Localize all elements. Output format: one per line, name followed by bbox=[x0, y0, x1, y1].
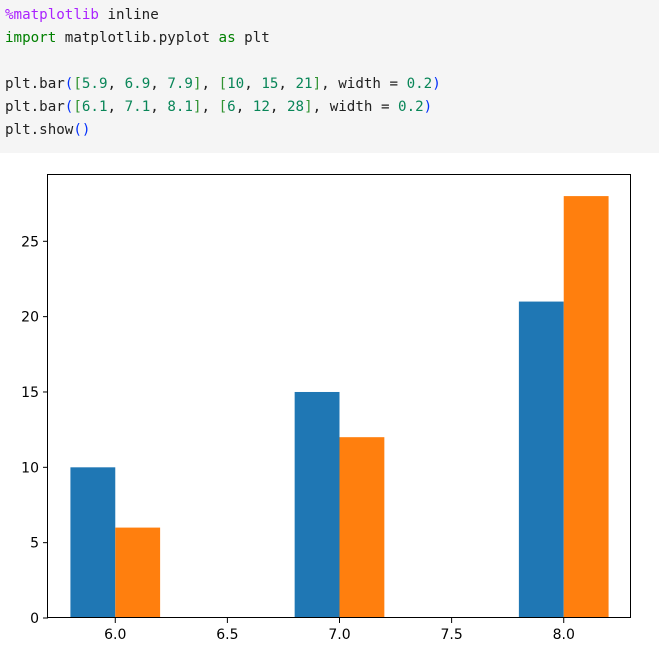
code-line: plt.bar([6.1, 7.1, 8.1], [6, 12, 28], wi… bbox=[5, 96, 441, 119]
code-token: ] bbox=[304, 99, 313, 115]
code-cell[interactable]: %matplotlib inline import matplotlib.pypl… bbox=[0, 0, 659, 153]
ticks-group: 6.0 6.5 7.0 7.5 8.0 0 5 10 15 20 25 bbox=[21, 234, 575, 643]
code-token: ( bbox=[64, 76, 74, 92]
bar-series-2-2 bbox=[563, 196, 609, 618]
y-tick-label: 25 bbox=[21, 234, 39, 250]
code-token: [ bbox=[218, 99, 228, 115]
code-token: 28 bbox=[286, 99, 305, 115]
y-tick-label: 0 bbox=[30, 611, 39, 627]
code-token: ( bbox=[64, 99, 74, 115]
code-token: ) bbox=[432, 76, 441, 92]
y-tick-label: 10 bbox=[21, 460, 39, 476]
bar-series-1-2 bbox=[518, 301, 564, 618]
code-token: ] bbox=[192, 76, 202, 92]
bar-series-2-0 bbox=[115, 527, 161, 618]
x-tick-label: 8.0 bbox=[553, 627, 575, 643]
code-token: , bbox=[269, 99, 287, 115]
code-token: 0.2 bbox=[406, 76, 433, 92]
code-line: plt.bar([5.9, 6.9, 7.9], [10, 15, 21], w… bbox=[5, 73, 441, 96]
code-token: %matplotlib bbox=[5, 7, 99, 23]
code-token: , bbox=[244, 76, 262, 92]
x-tick-label: 7.0 bbox=[328, 627, 350, 643]
code-token: 6.1 bbox=[81, 99, 108, 115]
code-token: , width = bbox=[312, 99, 399, 115]
code-token: [ bbox=[218, 76, 228, 92]
code-line bbox=[5, 50, 441, 73]
code-token: [ bbox=[73, 99, 82, 115]
x-tick-label: 7.5 bbox=[440, 627, 462, 643]
code-line: plt.show() bbox=[5, 119, 441, 142]
x-tick-label: 6.0 bbox=[104, 627, 126, 643]
code-token: as bbox=[218, 30, 236, 46]
code-token: () bbox=[73, 122, 91, 138]
code-token: , bbox=[201, 99, 219, 115]
code-token: , width = bbox=[321, 76, 407, 92]
code-token: inline bbox=[98, 7, 159, 23]
y-tick-label: 15 bbox=[21, 385, 39, 401]
bar-series-1-0 bbox=[70, 467, 116, 618]
code-token: plt bbox=[235, 30, 270, 46]
bar-series-1-1 bbox=[294, 391, 340, 618]
bars-group bbox=[70, 196, 609, 618]
code-token: 8.1 bbox=[167, 99, 193, 115]
code-token: 5.9 bbox=[81, 76, 108, 92]
code-token: 12 bbox=[252, 99, 270, 115]
code-token: ] bbox=[192, 99, 202, 115]
code-token: , bbox=[107, 99, 125, 115]
code-token: , bbox=[235, 99, 253, 115]
code-token: ) bbox=[423, 99, 433, 115]
code-token: , bbox=[107, 76, 125, 92]
code-token: [ bbox=[73, 76, 82, 92]
code-token: , bbox=[150, 76, 168, 92]
bar-chart: 6.0 6.5 7.0 7.5 8.0 0 5 10 15 20 25 bbox=[21, 174, 631, 643]
code-editor[interactable]: %matplotlib inline import matplotlib.pypl… bbox=[5, 4, 441, 142]
code-token: matplotlib.pyplot bbox=[56, 30, 219, 46]
code-token: plt.bar bbox=[5, 99, 65, 115]
code-token: 6 bbox=[227, 99, 236, 115]
y-tick-label: 20 bbox=[21, 310, 39, 326]
code-token: 21 bbox=[295, 76, 313, 92]
bar-series-2-1 bbox=[339, 437, 385, 618]
code-token: , bbox=[150, 99, 168, 115]
code-token: import bbox=[5, 30, 57, 46]
code-token: plt.bar bbox=[5, 76, 65, 92]
x-tick-label: 6.5 bbox=[216, 627, 238, 643]
code-line: %matplotlib inline bbox=[5, 4, 441, 27]
code-token: 10 bbox=[227, 76, 245, 92]
y-tick-label: 5 bbox=[30, 536, 39, 552]
code-token: , bbox=[201, 76, 219, 92]
code-token: 15 bbox=[261, 76, 279, 92]
code-token: 7.9 bbox=[167, 76, 193, 92]
output-area: 6.0 6.5 7.0 7.5 8.0 0 5 10 15 20 25 bbox=[0, 153, 659, 654]
code-token: ] bbox=[312, 76, 322, 92]
code-token: , bbox=[278, 76, 296, 92]
code-line: import matplotlib.pyplot as plt bbox=[5, 27, 441, 50]
code-token: 6.9 bbox=[124, 76, 151, 92]
code-token: 7.1 bbox=[124, 99, 151, 115]
code-token: plt.show bbox=[5, 122, 74, 138]
plot-frame bbox=[47, 174, 631, 618]
code-token: 0.2 bbox=[398, 99, 424, 115]
